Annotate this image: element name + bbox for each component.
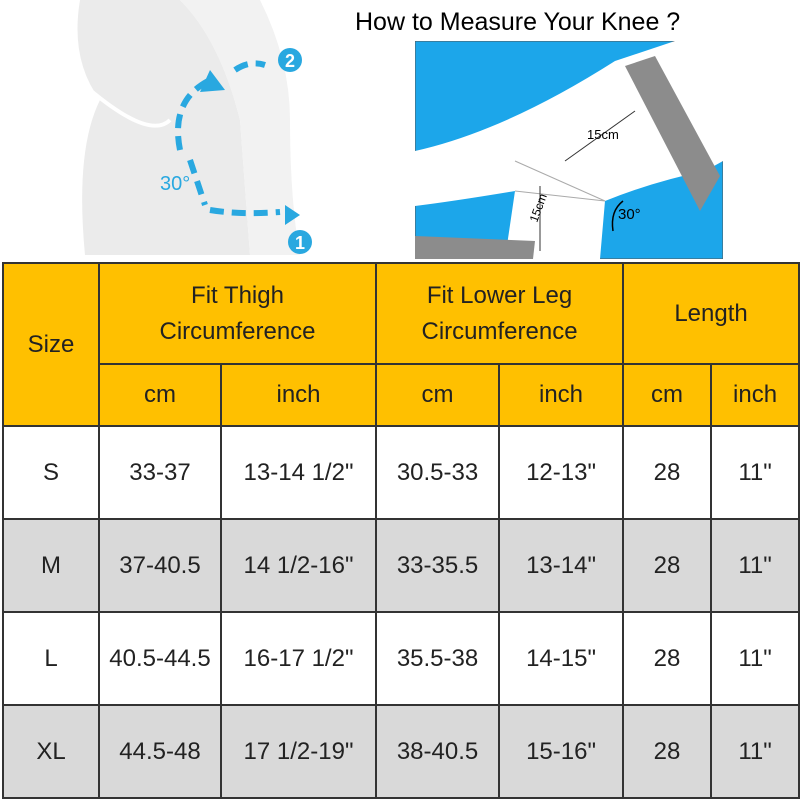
unit-cell: cm bbox=[622, 363, 713, 427]
table-cell: 15-16" bbox=[498, 704, 625, 799]
size-row: M 37-40.5 14 1/2-16" 33-35.5 13-14" 28 11" bbox=[2, 518, 800, 613]
table-cell: 28 bbox=[622, 704, 713, 799]
step-badge bbox=[288, 230, 312, 254]
table-cell: 13-14" bbox=[498, 518, 625, 613]
size-row: S 33-37 13-14 1/2" 30.5-33 12-13" 28 11" bbox=[2, 425, 800, 520]
table-cell: 16-17 1/2" bbox=[219, 611, 378, 706]
header-line: Circumference bbox=[421, 317, 578, 345]
unit-cell: inch bbox=[710, 363, 800, 427]
size-table: Size Fit Thigh Circumference Fit Lower Leg C… bbox=[2, 262, 800, 799]
table-cell: 14-15" bbox=[498, 611, 625, 706]
table-cell: 44.5-48 bbox=[98, 704, 222, 799]
measure-arrows bbox=[175, 60, 281, 217]
angle-label: 30° bbox=[160, 173, 190, 195]
header-line: Length bbox=[674, 299, 748, 327]
ruler-upper bbox=[625, 56, 720, 211]
table-cell: 33-35.5 bbox=[375, 518, 501, 613]
arrow-head bbox=[200, 70, 225, 92]
table-cell: 14 1/2-16" bbox=[219, 518, 378, 613]
table-cell: 38-40.5 bbox=[375, 704, 501, 799]
header-cell: Length bbox=[622, 262, 800, 365]
table-cell: 11" bbox=[710, 425, 800, 520]
leg-silhouette bbox=[77, 0, 250, 255]
angle-arc bbox=[611, 200, 624, 232]
unit-cell: inch bbox=[498, 363, 625, 427]
measure-label: 15cm bbox=[587, 127, 619, 142]
table-cell: 11" bbox=[710, 518, 800, 613]
table-cell: 28 bbox=[622, 611, 713, 706]
header-cell: Size bbox=[2, 262, 100, 427]
table-cell: 11" bbox=[710, 611, 800, 706]
table-cell: 30.5-33 bbox=[375, 425, 501, 520]
unit-cell: inch bbox=[219, 363, 378, 427]
table-cell: M bbox=[2, 518, 100, 613]
angle-label: 30° bbox=[618, 206, 641, 223]
header-line: Circumference bbox=[159, 317, 316, 345]
table-cell: S bbox=[2, 425, 100, 520]
leg-outline bbox=[88, 88, 172, 128]
table-cell: 33-37 bbox=[98, 425, 222, 520]
size-row: L 40.5-44.5 16-17 1/2" 35.5-38 14-15" 28 11" bbox=[2, 611, 800, 706]
arrow-head bbox=[285, 205, 300, 225]
table-cell: 35.5-38 bbox=[375, 611, 501, 706]
unit-cell: cm bbox=[98, 363, 222, 427]
unit-row: cm inch cm inch cm inch bbox=[3, 363, 800, 427]
header-cell: Fit Lower Leg Circumference bbox=[375, 262, 625, 365]
measure-line bbox=[564, 110, 636, 162]
table-cell: 28 bbox=[622, 518, 713, 613]
step-badge bbox=[278, 48, 302, 72]
table-cell: 11" bbox=[710, 704, 800, 799]
table-body: Size Fit Thigh Circumference Fit Lower Leg C… bbox=[2, 262, 800, 799]
table-cell: 13-14 1/2" bbox=[219, 425, 378, 520]
ruler-lower bbox=[415, 236, 535, 259]
right-illustration: 15cm 15cm 30° bbox=[415, 41, 723, 259]
step-number: 2 bbox=[285, 51, 295, 71]
header-line: Fit Thigh bbox=[191, 281, 284, 309]
step-number: 1 bbox=[295, 233, 305, 253]
leg-shade bbox=[180, 0, 300, 255]
table-cell: 40.5-44.5 bbox=[98, 611, 222, 706]
header-cell: Fit Thigh Circumference bbox=[97, 262, 378, 365]
table-cell: 17 1/2-19" bbox=[219, 704, 378, 799]
table-cell: L bbox=[2, 611, 100, 706]
unit-cell: cm bbox=[375, 363, 501, 427]
left-illustration: 30° 1 2 bbox=[77, 0, 312, 255]
header-line: Fit Lower Leg bbox=[426, 281, 573, 309]
title: How to Measure Your Knee ? bbox=[355, 8, 681, 36]
table-cell: 37-40.5 bbox=[98, 518, 222, 613]
table-cell: 12-13" bbox=[498, 425, 625, 520]
size-row: XL 44.5-48 17 1/2-19" 38-40.5 15-16" 28 11" bbox=[2, 704, 800, 799]
header-row: Size Fit Thigh Circumference Fit Lower Leg C… bbox=[2, 262, 800, 427]
knee-lines bbox=[514, 160, 606, 202]
table-cell: 28 bbox=[622, 425, 713, 520]
table-cell: XL bbox=[2, 704, 100, 799]
